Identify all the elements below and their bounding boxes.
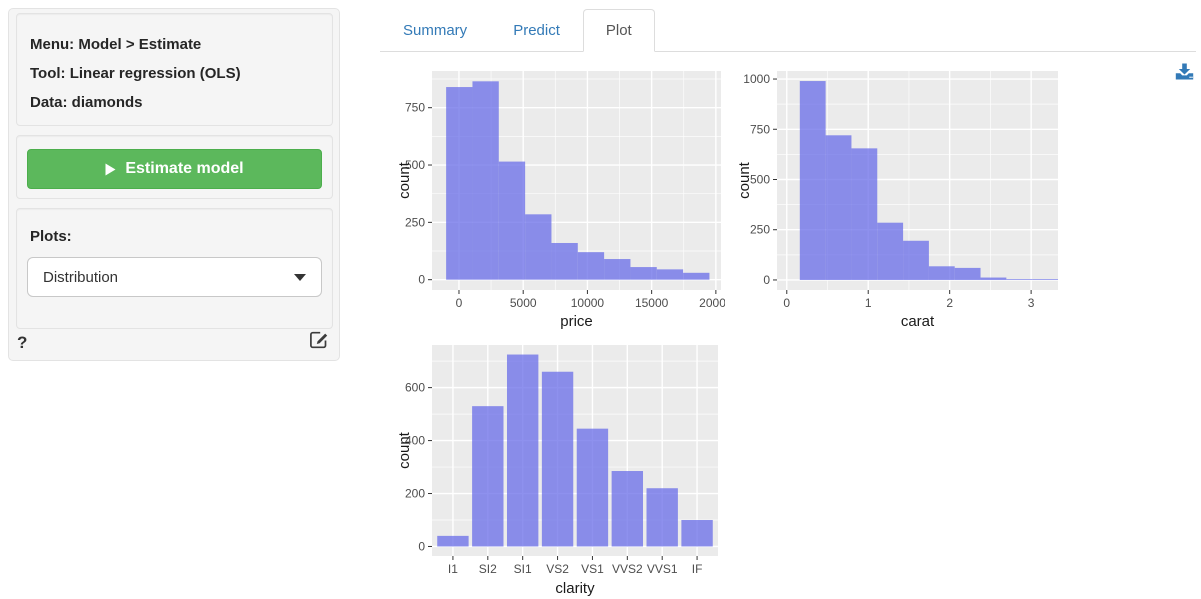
svg-text:price: price	[560, 313, 593, 330]
data-info: Data: diamonds	[30, 94, 143, 111]
download-icon[interactable]	[1175, 63, 1194, 85]
svg-text:I1: I1	[448, 562, 458, 576]
menu-info: Menu: Model > Estimate	[30, 36, 202, 53]
svg-text:SI1: SI1	[514, 562, 532, 576]
caret-down-icon	[294, 273, 306, 281]
svg-text:0: 0	[763, 273, 770, 287]
tool-info: Tool: Linear regression (OLS)	[30, 65, 241, 82]
play-icon	[105, 163, 116, 175]
plots-panel: Plots: Distribution	[16, 208, 333, 329]
tab-summary[interactable]: Summary	[380, 9, 490, 52]
estimate-model-button[interactable]: Estimate model	[27, 149, 322, 189]
price-histogram: 0 250 500 750 0 5000 10000 15000 20000 price count	[395, 60, 733, 337]
svg-text:0: 0	[418, 273, 425, 287]
svg-text:count: count	[396, 161, 413, 199]
tab-plot-label: Plot	[605, 22, 632, 39]
svg-text:count: count	[396, 431, 413, 469]
svg-text:750: 750	[405, 101, 425, 115]
svg-text:250: 250	[750, 223, 770, 237]
svg-text:3: 3	[1028, 296, 1035, 310]
svg-text:2: 2	[946, 296, 953, 310]
sidebar-footer: ?	[9, 326, 339, 360]
tab-bar: Summary Predict Plot	[380, 9, 1196, 52]
svg-text:1: 1	[865, 296, 872, 310]
svg-text:VS1: VS1	[581, 562, 604, 576]
svg-text:0: 0	[783, 296, 790, 310]
svg-text:1000: 1000	[743, 72, 770, 86]
svg-text:500: 500	[405, 158, 425, 172]
estimate-model-label: Estimate model	[125, 160, 244, 177]
plots-label: Plots:	[30, 228, 72, 245]
svg-text:15000: 15000	[635, 296, 669, 310]
svg-text:750: 750	[750, 122, 770, 136]
clarity-histogram: 0 200 400 600 I1 SI2 SI1 VS2 VS1 VVS2 VVS1 IF clarit…	[395, 337, 735, 599]
svg-text:0: 0	[456, 296, 463, 310]
tab-plot[interactable]: Plot	[582, 9, 655, 52]
svg-text:count: count	[736, 161, 753, 199]
help-question-icon[interactable]: ?	[17, 333, 28, 352]
plots-select[interactable]: Distribution	[27, 257, 322, 297]
svg-text:VVS2: VVS2	[612, 562, 643, 576]
svg-text:500: 500	[750, 172, 770, 186]
svg-text:IF: IF	[692, 562, 703, 576]
svg-text:carat: carat	[901, 313, 935, 330]
svg-text:clarity: clarity	[555, 580, 595, 597]
svg-text:0: 0	[418, 539, 425, 553]
svg-text:VS2: VS2	[546, 562, 569, 576]
model-info-panel: Menu: Model > Estimate Tool: Linear regr…	[16, 13, 333, 126]
carat-histogram: 0 250 500 750 1000 0 1 2 3 carat count	[735, 60, 1065, 337]
svg-text:SI2: SI2	[479, 562, 497, 576]
svg-text:200: 200	[405, 487, 425, 501]
svg-text:600: 600	[405, 381, 425, 395]
action-panel: Estimate model	[16, 135, 333, 199]
edit-icon[interactable]	[309, 329, 330, 355]
tab-predict[interactable]: Predict	[490, 9, 583, 52]
svg-text:250: 250	[405, 215, 425, 229]
plots-select-value: Distribution	[43, 268, 119, 286]
svg-text:10000: 10000	[571, 296, 605, 310]
tab-predict-label: Predict	[513, 22, 560, 39]
svg-text:400: 400	[405, 434, 425, 448]
sidebar: Menu: Model > Estimate Tool: Linear regr…	[8, 8, 340, 361]
svg-text:5000: 5000	[510, 296, 537, 310]
svg-text:20000: 20000	[699, 296, 725, 310]
tab-summary-label: Summary	[403, 22, 468, 39]
svg-text:VVS1: VVS1	[647, 562, 678, 576]
